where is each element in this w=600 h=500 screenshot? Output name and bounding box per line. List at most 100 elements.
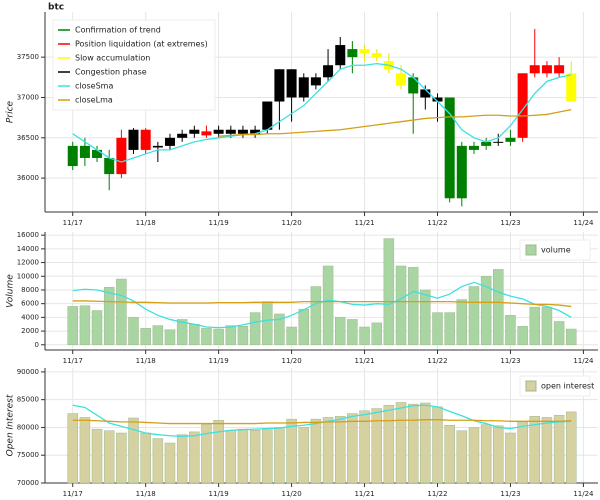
bar bbox=[286, 418, 297, 484]
bar bbox=[420, 289, 431, 346]
legend-box bbox=[52, 19, 216, 111]
candle-body bbox=[335, 45, 346, 66]
candle-body bbox=[347, 49, 358, 58]
bar bbox=[213, 328, 224, 346]
bar bbox=[274, 313, 285, 346]
bar bbox=[103, 286, 115, 346]
candle-body bbox=[396, 73, 407, 86]
bar bbox=[359, 410, 370, 484]
chart-title: btc bbox=[48, 3, 64, 13]
x-tick-label: 11/18 bbox=[136, 219, 156, 227]
y-tick-label: 8000 bbox=[21, 286, 39, 294]
y-tick-label: 90000 bbox=[17, 368, 39, 376]
y-tick-label: 14000 bbox=[17, 245, 39, 253]
bar bbox=[407, 403, 419, 484]
candle-body bbox=[177, 133, 188, 138]
y-tick-label: 4000 bbox=[21, 313, 39, 321]
bar bbox=[383, 238, 395, 346]
line-series bbox=[72, 419, 572, 425]
y-tick-label: 37500 bbox=[17, 53, 39, 61]
line-series bbox=[72, 62, 572, 163]
bar bbox=[225, 325, 237, 346]
x-tick-label: 11/24 bbox=[573, 357, 594, 365]
bar bbox=[286, 326, 297, 346]
bar bbox=[176, 434, 188, 484]
legend-label: closeLma bbox=[75, 96, 113, 105]
x-tick-label: 11/19 bbox=[209, 490, 229, 498]
x-tick-label: 11/22 bbox=[427, 490, 447, 498]
bar bbox=[553, 321, 565, 346]
bar bbox=[189, 323, 200, 346]
candle-body bbox=[286, 69, 297, 98]
bar bbox=[456, 430, 468, 484]
legend-box bbox=[519, 375, 591, 397]
legend-label: Congestion phase bbox=[75, 68, 147, 77]
bar bbox=[164, 329, 176, 346]
legend-box bbox=[519, 239, 591, 261]
bar bbox=[505, 432, 516, 484]
y-axis-label: Volume bbox=[6, 274, 16, 308]
candle-body bbox=[140, 129, 151, 150]
bar bbox=[420, 402, 431, 484]
x-tick-label: 11/20 bbox=[281, 219, 301, 227]
y-axis-label: Price bbox=[6, 100, 16, 123]
bar bbox=[359, 326, 370, 346]
bar bbox=[128, 417, 139, 484]
candle-body bbox=[152, 145, 163, 148]
y-tick-label: 36500 bbox=[17, 134, 39, 142]
bar bbox=[541, 306, 553, 346]
x-tick-label: 11/18 bbox=[136, 490, 156, 498]
bar bbox=[456, 299, 468, 346]
bar bbox=[565, 328, 577, 346]
bar bbox=[322, 417, 334, 484]
bar bbox=[444, 424, 455, 484]
legend-label: open interest bbox=[541, 382, 594, 391]
bar bbox=[432, 312, 443, 346]
candle-body bbox=[67, 145, 78, 167]
bar bbox=[541, 417, 553, 484]
candle-body bbox=[250, 129, 261, 134]
candle-body bbox=[541, 65, 552, 74]
bar bbox=[298, 427, 310, 484]
bar bbox=[553, 414, 565, 484]
bar bbox=[334, 416, 346, 484]
legend-label: closeSma bbox=[75, 82, 113, 91]
y-tick-label: 6000 bbox=[21, 300, 39, 308]
candle-body bbox=[201, 131, 212, 136]
bar bbox=[67, 306, 78, 346]
bar bbox=[152, 325, 164, 346]
x-tick-label: 11/22 bbox=[427, 219, 447, 227]
candle-body bbox=[554, 65, 565, 74]
bar bbox=[201, 328, 212, 346]
bar bbox=[249, 312, 261, 346]
x-tick-label: 11/21 bbox=[354, 490, 374, 498]
x-tick-label: 11/17 bbox=[63, 357, 83, 365]
x-tick-label: 11/23 bbox=[500, 490, 520, 498]
candle-body bbox=[79, 145, 90, 158]
candle-body bbox=[189, 129, 200, 134]
bar bbox=[79, 417, 91, 484]
candle-body bbox=[505, 137, 516, 142]
bar bbox=[164, 442, 176, 484]
bar bbox=[262, 429, 273, 484]
bar bbox=[152, 438, 164, 484]
bar bbox=[103, 430, 115, 484]
candle-body bbox=[517, 73, 528, 138]
bar bbox=[493, 425, 504, 484]
bar bbox=[334, 317, 346, 346]
candle-body bbox=[128, 129, 139, 150]
x-tick-label: 11/19 bbox=[209, 219, 229, 227]
legend-swatch bbox=[525, 380, 537, 392]
bar bbox=[91, 428, 103, 484]
candle-body bbox=[456, 145, 467, 199]
bar bbox=[67, 413, 78, 484]
bar bbox=[493, 269, 504, 346]
x-tick-label: 11/19 bbox=[209, 357, 229, 365]
bar bbox=[468, 286, 480, 346]
legend-label: Position liquidation (at extremes) bbox=[75, 40, 208, 49]
candle-body bbox=[92, 149, 103, 158]
candle-body bbox=[444, 97, 455, 199]
y-tick-label: 85000 bbox=[17, 396, 39, 404]
bar bbox=[432, 406, 443, 484]
bar bbox=[310, 286, 322, 346]
